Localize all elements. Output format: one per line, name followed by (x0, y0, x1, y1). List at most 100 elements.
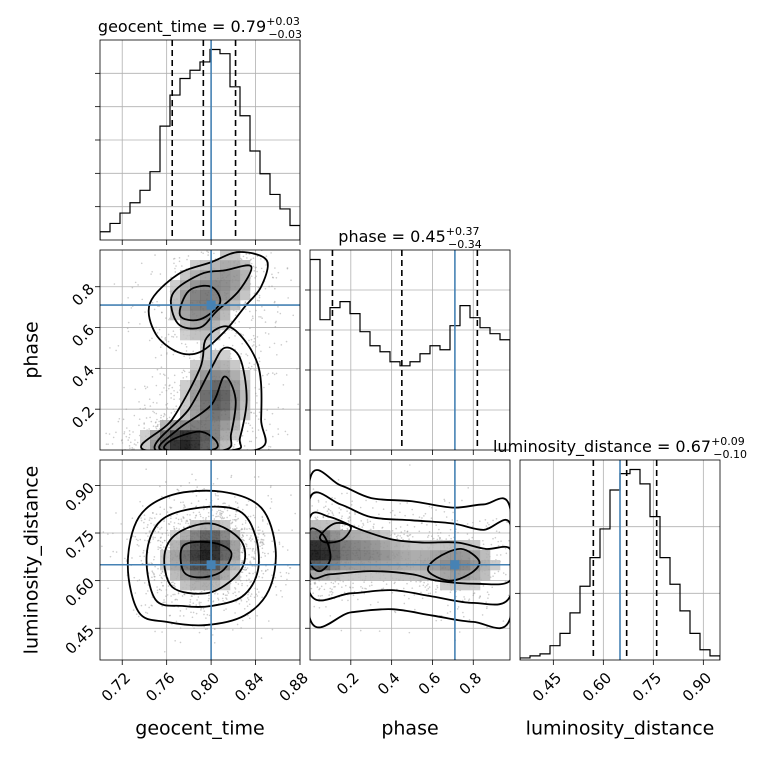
sample-point (173, 488, 175, 490)
sample-point (481, 614, 484, 616)
x-tick-label: 0.45 (529, 669, 565, 705)
sample-point (271, 412, 274, 415)
sample-point (525, 569, 527, 571)
sample-point (170, 412, 173, 414)
y-tick-label: 0.2 (68, 402, 98, 432)
truth-marker (206, 300, 216, 310)
sample-point (251, 315, 254, 317)
sample-point (141, 505, 144, 507)
sample-point (511, 496, 513, 498)
sample-point (177, 454, 179, 456)
sample-point (491, 586, 494, 589)
sample-point (163, 579, 166, 582)
sample-point (236, 518, 238, 521)
density-bin (210, 390, 221, 401)
sample-point (255, 415, 258, 417)
sample-point (346, 528, 349, 531)
sample-point (402, 587, 405, 590)
sample-point (186, 513, 189, 516)
sample-point (289, 562, 291, 564)
sample-point (261, 544, 263, 546)
sample-point (280, 590, 282, 592)
sample-point (143, 427, 146, 429)
contour-line (310, 491, 510, 606)
sample-point (297, 527, 299, 529)
sample-point (137, 539, 139, 542)
sample-point (230, 476, 232, 479)
sample-point (308, 542, 310, 544)
sample-point (166, 594, 169, 596)
sample-point (332, 514, 335, 517)
sample-point (216, 235, 218, 237)
sample-point (121, 442, 124, 444)
sample-point (293, 567, 295, 569)
y-tick-label: 0.60 (62, 574, 98, 610)
sample-point (252, 558, 255, 560)
sample-point (217, 494, 219, 497)
sample-point (213, 641, 216, 644)
sample-point (273, 373, 276, 376)
sample-point (117, 474, 119, 476)
sample-point (191, 482, 193, 484)
sample-point (304, 592, 306, 594)
sample-point (252, 265, 255, 268)
sample-point (366, 521, 369, 523)
density-bin (220, 260, 231, 271)
sample-point (184, 506, 186, 508)
sample-point (146, 526, 149, 529)
sample-point (180, 452, 182, 454)
sample-point (254, 552, 256, 555)
sample-point (148, 519, 151, 521)
sample-point (221, 597, 224, 600)
sample-point (260, 538, 263, 541)
sample-point (144, 407, 147, 410)
density-bin (210, 520, 221, 531)
sample-point (287, 546, 289, 548)
sample-point (205, 617, 207, 619)
sample-point (151, 337, 153, 340)
sample-point (156, 368, 159, 371)
sample-point (389, 511, 392, 514)
sample-point (258, 294, 261, 297)
sample-point (149, 465, 151, 467)
sample-point (496, 554, 498, 556)
sample-point (468, 598, 471, 600)
sample-point (296, 561, 298, 563)
x-tick-label: 0.60 (579, 669, 615, 705)
density-bin (360, 570, 371, 581)
sample-point (170, 517, 172, 520)
density-bin (440, 540, 451, 551)
density-bin (220, 420, 231, 431)
sample-point (109, 347, 111, 349)
sample-point (160, 336, 163, 338)
sample-point (143, 481, 145, 483)
sample-point (232, 518, 234, 521)
density-bin (240, 400, 251, 411)
sample-point (360, 585, 362, 588)
sample-point (144, 387, 147, 390)
density-bin (210, 370, 221, 381)
x-tick-label: 0.4 (374, 669, 404, 699)
sample-point (406, 534, 409, 537)
sample-point (280, 555, 282, 557)
sample-point (220, 245, 222, 247)
axes-frame (99, 459, 301, 661)
sample-point (297, 403, 299, 406)
sample-point (156, 591, 159, 594)
sample-point (393, 582, 396, 585)
contour-line (319, 522, 352, 544)
density-bin (220, 570, 231, 581)
sample-point (357, 598, 359, 601)
sample-point (427, 534, 430, 537)
sample-point (282, 503, 284, 505)
density-bin (180, 310, 191, 321)
sample-point (545, 516, 547, 518)
sample-point (249, 368, 252, 370)
sample-point (207, 454, 209, 456)
density-bin (230, 430, 241, 441)
sample-point (177, 522, 180, 525)
sample-point (125, 427, 128, 429)
sample-point (235, 594, 237, 597)
sample-point (308, 566, 310, 568)
sample-point (194, 516, 197, 519)
